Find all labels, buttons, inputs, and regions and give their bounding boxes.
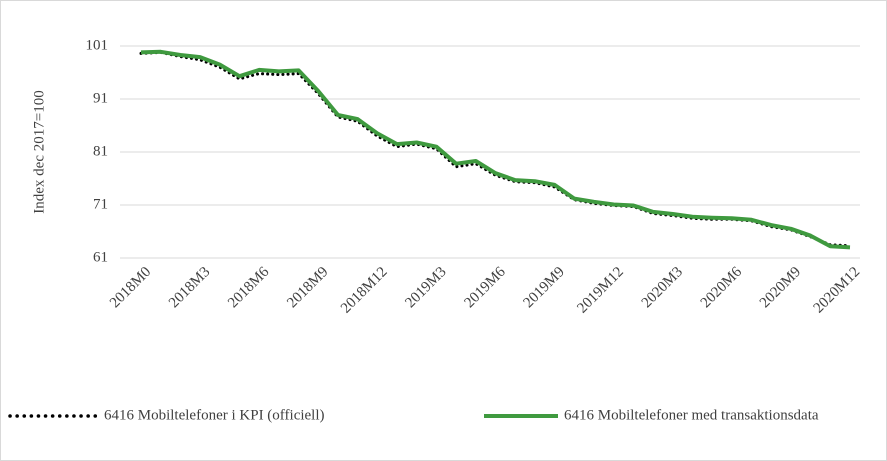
y-axis-label: Index dec 2017=100 [31,90,47,213]
legend-label: 6416 Mobiltelefoner i KPI (officiell) [104,407,325,423]
y-tick-label: 101 [86,37,109,53]
y-tick-label: 81 [93,143,108,159]
y-tick-label: 61 [93,249,108,265]
y-tick-label: 71 [93,196,108,212]
y-tick-label: 91 [93,90,108,106]
legend-label: 6416 Mobiltelefoner med transaktionsdata [564,407,819,423]
series-line [140,49,851,250]
